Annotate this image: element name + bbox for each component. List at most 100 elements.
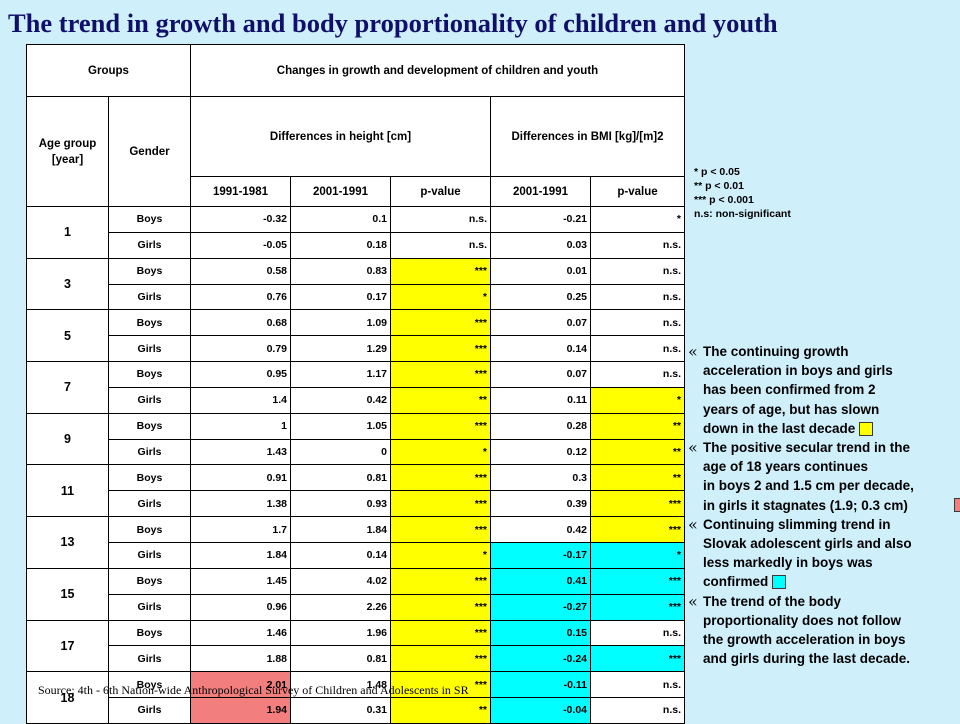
height-pvalue-cell: ** [390, 697, 491, 724]
bmi-pvalue-cell: * [590, 386, 685, 414]
note-line: the growth acceleration in boys [703, 632, 906, 648]
table-row: Girls 1.94 0.31 ** -0.04 n.s. [27, 697, 685, 724]
bmi-pvalue-cell: *** [590, 490, 685, 518]
bullet-icon: « [688, 514, 698, 534]
note-line: age of 18 years continues [703, 459, 869, 475]
height-pvalue-cell: *** [390, 335, 491, 363]
table-row: Girls 1.88 0.81 *** -0.24 *** [27, 645, 685, 673]
table-row: 5 Boys 0.68 1.09 *** 0.07 n.s. [26, 309, 685, 363]
gender-cell: Girls [108, 283, 191, 311]
height-pvalue-cell: *** [390, 412, 491, 440]
bmi-pvalue-cell: ** [590, 438, 685, 466]
yellow-swatch [859, 421, 874, 436]
table-row: Girls -0.05 0.18 n.s. 0.03 n.s. [27, 231, 685, 259]
table-row: Girls 1.4 0.42 ** 0.11 * [27, 386, 685, 414]
bullet-icon: « [688, 438, 698, 458]
height-pvalue-cell: ** [390, 386, 491, 414]
header-bmi-diff: Differences in BMI [kg]/[m]2 [490, 96, 685, 177]
height-2001-1991-cell: 0.93 [290, 490, 391, 518]
gender-cell: Boys [108, 412, 191, 440]
table-row: 17 Boys 1.46 1.96 *** 0.15 n.s. [26, 619, 685, 673]
height-2001-1991-cell: 1.84 [290, 516, 391, 543]
bmi-pvalue-cell: n.s. [590, 361, 685, 388]
bmi-pvalue-cell: * [590, 206, 685, 233]
age-group-cell: 7 [26, 361, 109, 414]
bmi-pvalue-cell: ** [590, 464, 685, 492]
bmi-2001-1991-cell: 0.07 [490, 361, 591, 388]
height-2001-1991-cell: 2.26 [290, 593, 391, 621]
height-1991-1981-cell: 0.96 [190, 593, 291, 621]
height-1991-1981-cell: 1.45 [190, 567, 291, 595]
height-pvalue-cell: *** [390, 309, 491, 337]
bmi-2001-1991-cell: -0.04 [490, 697, 591, 724]
age-group-cell: 13 [26, 516, 109, 569]
note-line: Continuing slimming trend in [703, 516, 891, 532]
height-1991-1981-cell: 1.4 [190, 386, 291, 414]
height-2001-1991-cell: 1.09 [290, 309, 391, 337]
bmi-2001-1991-cell: 0.25 [490, 283, 591, 311]
header-col-2001-1991: 2001-1991 [290, 176, 391, 207]
note-line: The trend of the body [703, 593, 841, 609]
bmi-2001-1991-cell: 0.14 [490, 335, 591, 363]
gender-cell: Girls [108, 490, 191, 518]
growth-table: Groups Changes in growth and development… [26, 44, 685, 724]
gender-cell: Girls [108, 438, 191, 466]
gender-cell: Girls [108, 386, 191, 414]
note-line: down in the last decade [703, 420, 856, 436]
height-pvalue-cell: * [390, 541, 491, 569]
note-line: in boys 2 and 1.5 cm per decade, [703, 478, 914, 494]
bmi-2001-1991-cell: 0.28 [490, 412, 591, 440]
bmi-2001-1991-cell: 0.15 [490, 619, 591, 647]
table-row: Girls 0.79 1.29 *** 0.14 n.s. [27, 335, 685, 363]
height-1991-1981-cell: 1.7 [190, 516, 291, 543]
gender-cell: Boys [108, 309, 191, 337]
height-1991-1981-cell: 0.95 [190, 361, 291, 388]
gender-cell: Boys [108, 257, 191, 285]
height-1991-1981-cell: -0.05 [190, 231, 291, 259]
table-row: Girls 0.96 2.26 *** -0.27 *** [27, 593, 685, 621]
bmi-pvalue-cell: n.s. [590, 671, 685, 699]
bullet-icon: « [688, 342, 698, 361]
height-pvalue-cell: *** [390, 257, 491, 285]
gender-cell: Girls [108, 541, 191, 569]
age-group-cell: 9 [26, 412, 109, 466]
height-1991-1981-cell: 1.38 [190, 490, 291, 518]
gender-cell: Girls [108, 697, 191, 724]
bmi-2001-1991-cell: 0.3 [490, 464, 591, 492]
bullet-icon: « [688, 591, 698, 611]
bmi-pvalue-cell: n.s. [590, 697, 685, 724]
bmi-2001-1991-cell: 0.41 [490, 567, 591, 595]
height-pvalue-cell: n.s. [390, 206, 491, 233]
height-2001-1991-cell: 4.02 [290, 567, 391, 595]
note-growth-acceleration: « The continuing growth acceleration in … [688, 342, 960, 438]
note-line: confirmed [703, 574, 769, 590]
note-line: The continuing growth [703, 344, 849, 359]
gender-cell: Boys [108, 206, 191, 233]
bmi-pvalue-cell: n.s. [590, 257, 685, 285]
age-group-cell: 17 [26, 619, 109, 673]
table-row: Girls 0.76 0.17 * 0.25 n.s. [27, 283, 685, 311]
gender-cell: Girls [108, 593, 191, 621]
note-line: less markedly in boys was [703, 555, 873, 571]
note-line: years of age, but has slown [703, 401, 880, 417]
age-group-cell: 15 [26, 567, 109, 621]
age-group-cell: 18 [26, 671, 109, 724]
height-2001-1991-cell: 0.18 [290, 231, 391, 259]
height-1991-1981-cell: 0.79 [190, 335, 291, 363]
gender-cell: Boys [108, 361, 191, 388]
bmi-2001-1991-cell: 0.11 [490, 386, 591, 414]
age-group-cell: 5 [26, 309, 109, 363]
table-row: 11 Boys 0.91 0.81 *** 0.3 ** [26, 464, 685, 518]
height-1991-1981-cell: 0.58 [190, 257, 291, 285]
table-row: Girls 1.84 0.14 * -0.17 * [27, 541, 685, 569]
header-col-1991-1981: 1991-1981 [190, 176, 291, 207]
note-secular-trend: « The positive secular trend in the age … [688, 438, 960, 515]
bmi-pvalue-cell: *** [590, 593, 685, 621]
legend-item: n.s: non-significant [694, 208, 791, 220]
gender-cell: Boys [108, 516, 191, 543]
bmi-2001-1991-cell: -0.24 [490, 645, 591, 673]
age-group-cell: 11 [26, 464, 109, 518]
legend-item: *** p < 0.001 [694, 194, 754, 206]
gender-cell: Boys [108, 567, 191, 595]
height-pvalue-cell: *** [390, 619, 491, 647]
